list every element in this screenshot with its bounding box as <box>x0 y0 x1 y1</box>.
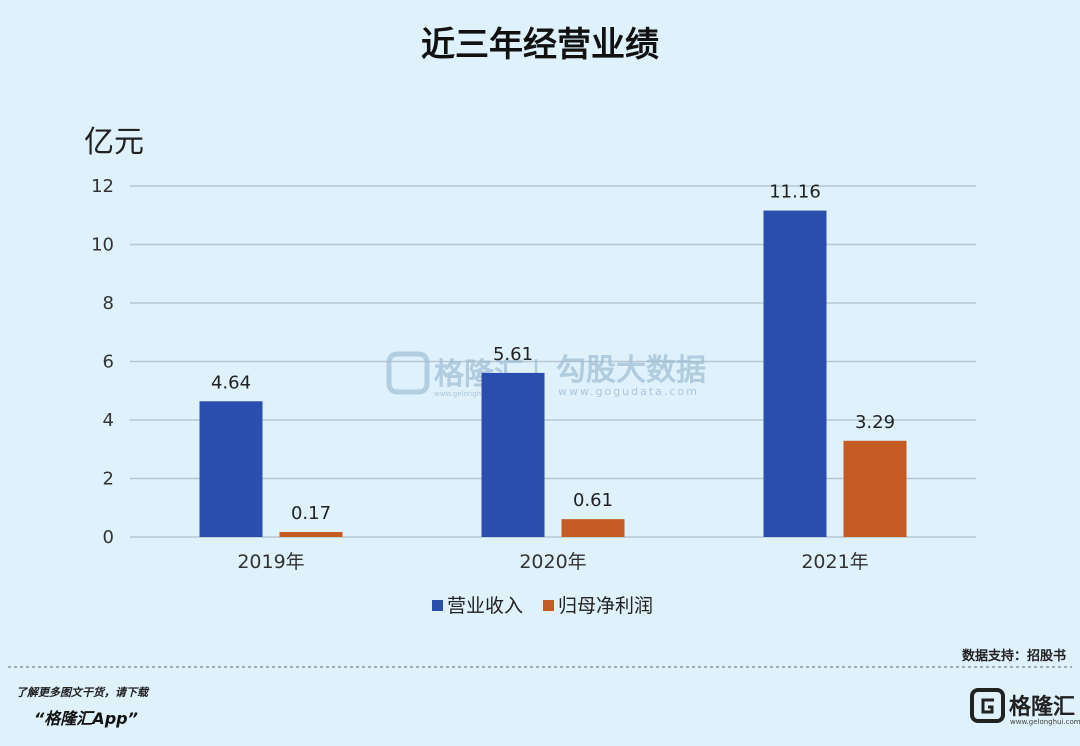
bar-profit-1 <box>561 519 625 537</box>
y-axis-unit: 亿元 <box>84 125 144 160</box>
promo-line-1: 了解更多图文干货，请下载 <box>16 686 150 699</box>
y-tick-labels: 0 2 4 6 8 10 12 <box>91 176 114 548</box>
value-label-revenue-1: 5.61 <box>493 344 533 365</box>
category-label-0: 2019年 <box>237 551 304 573</box>
value-label-revenue-2: 11.16 <box>769 182 821 203</box>
promo-line-2: “格隆汇App” <box>34 709 138 728</box>
watermark-partner: 勾股大数据 <box>556 353 706 388</box>
category-label-2: 2021年 <box>801 551 868 573</box>
watermark-small-url: www.gelonghui.com <box>434 390 505 398</box>
y-tick-label-10: 10 <box>91 235 114 256</box>
legend-label-revenue: 营业收入 <box>447 595 523 617</box>
legend: 营业收入 归母净利润 <box>432 595 653 617</box>
value-label-profit-0: 0.17 <box>291 503 331 524</box>
y-tick-label-4: 4 <box>103 410 114 431</box>
legend-label-profit: 归母净利润 <box>558 595 653 617</box>
chart-title: 近三年经营业绩 <box>421 25 659 65</box>
gridlines <box>130 185 976 538</box>
watermark-separator: | <box>531 355 541 390</box>
y-tick-label-12: 12 <box>91 176 114 197</box>
value-label-profit-1: 0.61 <box>573 490 613 511</box>
brand-logo: 格隆汇 www.gelonghui.com <box>970 688 1080 726</box>
y-tick-label-2: 2 <box>103 469 114 490</box>
legend-swatch-profit <box>543 600 554 611</box>
y-tick-label-8: 8 <box>103 293 114 314</box>
y-tick-label-6: 6 <box>103 352 114 373</box>
legend-swatch-revenue <box>432 600 443 611</box>
g-logo-icon <box>970 688 1005 723</box>
bar-profit-0 <box>279 532 343 537</box>
watermark-url: www.gogudata.com <box>558 385 699 398</box>
brand-name: 格隆汇 <box>1009 694 1075 720</box>
y-tick-label-0: 0 <box>103 527 114 548</box>
watermark-g-logo-icon <box>386 351 430 395</box>
category-labels: 2019年 2020年 2021年 <box>237 551 868 573</box>
bars: 4.64 0.17 5.61 0.61 11.16 3.29 <box>199 182 907 537</box>
value-label-profit-2: 3.29 <box>855 412 895 433</box>
bar-revenue-2 <box>763 210 827 537</box>
bar-revenue-0 <box>199 401 263 537</box>
data-source: 数据支持：招股书 <box>962 648 1066 664</box>
brand-url: www.gelonghui.com <box>1010 718 1080 726</box>
bar-profit-2 <box>843 440 907 537</box>
value-label-revenue-0: 4.64 <box>211 372 251 393</box>
g-logo-glyph-icon <box>981 698 994 714</box>
bar-revenue-1 <box>481 372 545 537</box>
watermark: 格隆汇 | 勾股大数据 www.gogudata.com www.gelongh… <box>386 351 706 398</box>
category-label-1: 2020年 <box>519 551 586 573</box>
